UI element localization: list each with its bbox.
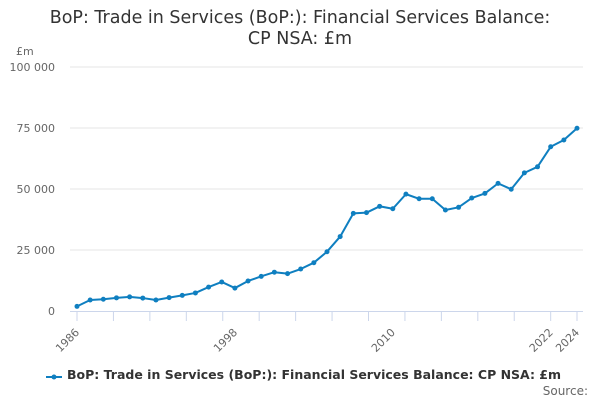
data-point[interactable]: [535, 164, 541, 170]
data-point[interactable]: [337, 234, 343, 240]
data-point[interactable]: [429, 196, 435, 202]
legend-item[interactable]: BoP: Trade in Services (BoP:): Financial…: [46, 367, 561, 382]
data-point[interactable]: [574, 125, 580, 131]
data-point[interactable]: [153, 297, 159, 303]
x-tick-label: 2024: [553, 326, 582, 355]
data-point[interactable]: [521, 170, 527, 176]
data-point[interactable]: [495, 180, 501, 186]
data-point[interactable]: [324, 249, 330, 255]
data-point[interactable]: [285, 271, 291, 277]
data-point[interactable]: [363, 210, 369, 216]
data-point[interactable]: [192, 290, 198, 296]
data-point[interactable]: [127, 294, 133, 300]
data-point[interactable]: [442, 207, 448, 213]
chart-title-line-1: BoP: Trade in Services (BoP:): Financial…: [49, 8, 551, 28]
data-point[interactable]: [403, 191, 409, 197]
data-point[interactable]: [271, 269, 277, 275]
data-point[interactable]: [350, 210, 356, 216]
data-point[interactable]: [206, 284, 212, 290]
y-tick-label: 0: [48, 305, 55, 318]
data-point[interactable]: [219, 279, 225, 285]
x-tick-label: 1998: [211, 326, 240, 355]
y-tick-label: 100 000: [10, 61, 56, 74]
legend-line-icon: [46, 370, 62, 380]
data-point[interactable]: [232, 285, 238, 291]
data-point[interactable]: [377, 203, 383, 209]
data-point[interactable]: [87, 297, 93, 303]
data-point[interactable]: [456, 204, 462, 210]
series-line: [76, 127, 578, 308]
data-point[interactable]: [561, 137, 567, 143]
y-axis-unit-label: £m: [16, 45, 34, 58]
x-tick-label: 1986: [53, 326, 82, 355]
data-point[interactable]: [508, 186, 514, 192]
data-point[interactable]: [245, 278, 251, 284]
data-point[interactable]: [179, 292, 185, 298]
data-point[interactable]: [298, 266, 304, 272]
data-point[interactable]: [482, 190, 488, 196]
y-tick-label: 50 000: [17, 183, 56, 196]
data-point[interactable]: [166, 295, 172, 301]
gridlines: [70, 66, 583, 251]
data-point[interactable]: [140, 295, 146, 301]
data-point[interactable]: [100, 296, 106, 302]
y-tick-label: 25 000: [17, 244, 56, 257]
data-point[interactable]: [390, 206, 396, 212]
data-point[interactable]: [416, 196, 422, 202]
data-point[interactable]: [469, 195, 475, 201]
y-axis: 0 25 000 50 000 75 000 100 000: [10, 61, 56, 318]
y-tick-label: 75 000: [17, 122, 56, 135]
x-tick-label: 2010: [369, 326, 398, 355]
legend-label: BoP: Trade in Services (BoP:): Financial…: [67, 367, 562, 382]
source-label: Source:: [542, 384, 588, 398]
chart-title: BoP: Trade in Services (BoP:): Financial…: [0, 8, 600, 50]
data-point[interactable]: [548, 144, 554, 150]
x-tick-label: 2022: [527, 326, 556, 355]
data-point[interactable]: [113, 295, 119, 301]
data-series: [74, 125, 580, 309]
data-point[interactable]: [311, 260, 317, 266]
data-point[interactable]: [258, 273, 264, 279]
data-point[interactable]: [74, 303, 80, 309]
chart-title-line-2: CP NSA: £m: [247, 29, 353, 49]
